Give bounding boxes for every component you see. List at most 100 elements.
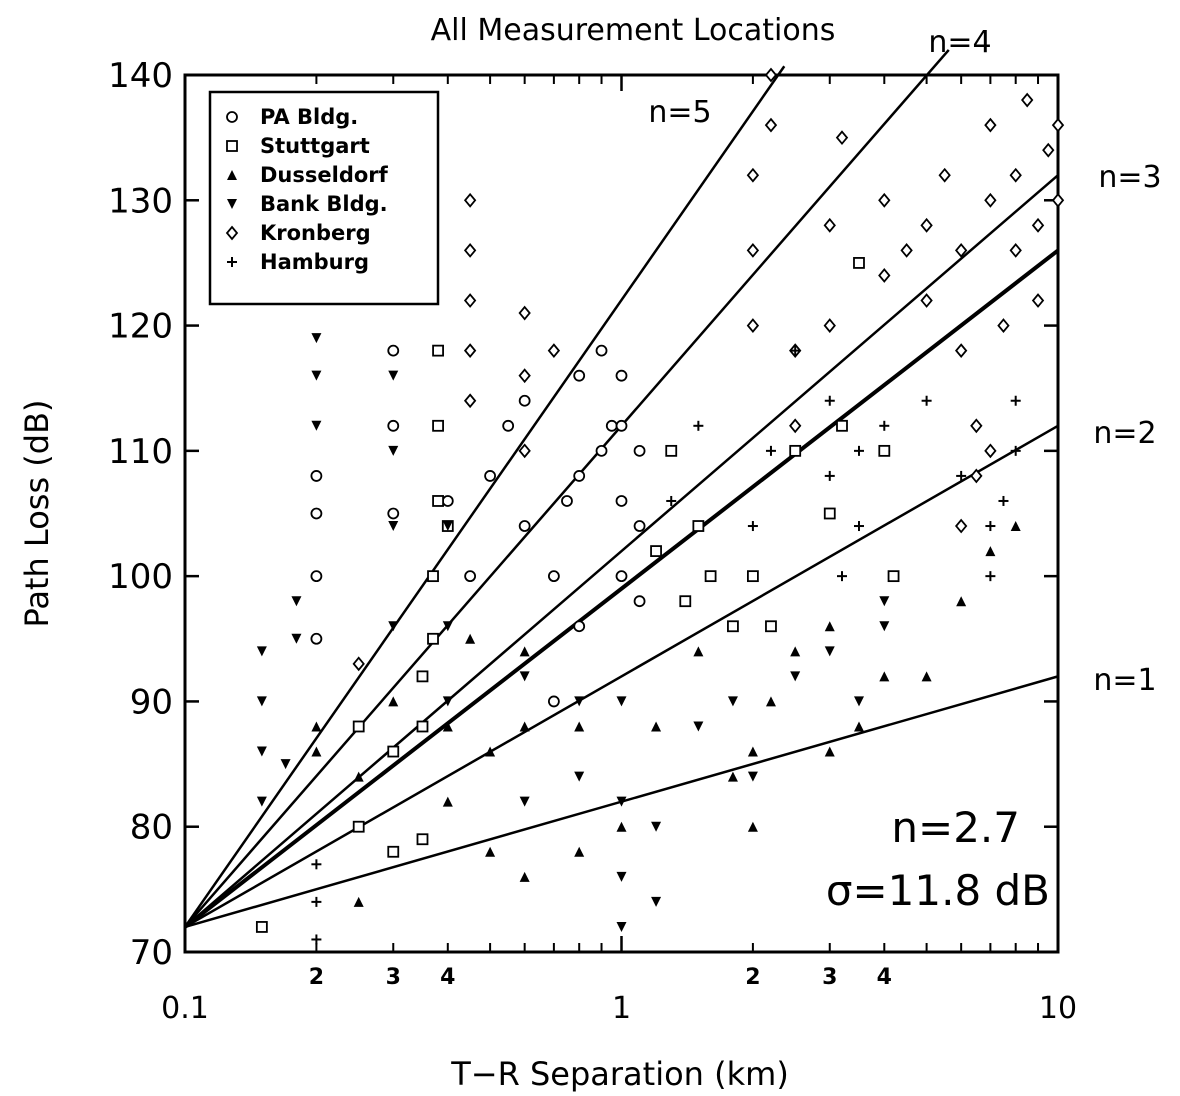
marker-triangle-down [519, 796, 530, 807]
marker-square [416, 833, 429, 846]
reference-line [183, 65, 786, 928]
marker-square [432, 419, 444, 432]
marker-square [352, 820, 365, 833]
marker-diamond [954, 242, 968, 258]
x-minor-tick-label: 4 [877, 965, 892, 990]
x-minor-tick-label: 3 [822, 965, 837, 990]
marker-diamond [789, 418, 802, 434]
marker-triangle-up [353, 771, 364, 782]
marker-plus [985, 521, 996, 532]
marker-square [692, 520, 705, 532]
legend-box [208, 90, 440, 306]
marker-triangle-up [747, 821, 758, 832]
marker-diamond [997, 318, 1010, 333]
series-stuttgart [255, 257, 900, 933]
marker-diamond [463, 242, 477, 258]
x-minor-tick-label: 4 [440, 965, 455, 990]
marker-circle [573, 470, 586, 482]
axes [183, 73, 1060, 954]
marker-square [679, 595, 692, 608]
marker-triangle-down [651, 821, 662, 832]
x-minor-tick-label: 2 [309, 965, 324, 990]
series-dusseldorf [311, 521, 1021, 907]
legend-label: PA Bldg. [260, 105, 358, 129]
reference-line-label: n=4 [928, 25, 991, 60]
marker-circle [226, 111, 238, 123]
marker-diamond [835, 130, 849, 146]
marker-triangle-down [291, 596, 302, 607]
marker-triangle-up [727, 771, 738, 782]
marker-triangle-up [519, 646, 530, 657]
marker-circle [615, 369, 628, 382]
marker-diamond [878, 192, 891, 208]
series-pa-bldg [310, 344, 646, 708]
marker-diamond [878, 268, 891, 283]
marker-triangle-down [519, 671, 530, 682]
marker-circle [310, 507, 323, 520]
y-tick-label: 80 [130, 808, 173, 848]
marker-square [416, 720, 429, 733]
series-hamburg [311, 345, 1021, 945]
data-points [255, 67, 1065, 945]
chart-title: All Measurement Locations [431, 13, 836, 48]
marker-triangle-up [485, 746, 496, 757]
annotation-n: n=2.7 [891, 803, 1020, 852]
marker-triangle-down [388, 521, 399, 532]
marker-triangle-up [485, 846, 496, 857]
x-major-tick-label: 1 [612, 991, 631, 1026]
marker-diamond [746, 318, 760, 333]
y-tick-label: 110 [108, 432, 173, 472]
marker-plus [1010, 395, 1021, 406]
annotation-sigma: σ=11.8 dB [826, 866, 1050, 915]
marker-square [746, 570, 759, 583]
x-minor-tick-label: 2 [745, 965, 760, 990]
marker-diamond [900, 242, 913, 258]
marker-circle [310, 470, 323, 482]
marker-plus [853, 445, 864, 456]
marker-diamond [823, 217, 836, 233]
reference-line [184, 49, 950, 928]
marker-triangle-up [442, 721, 453, 732]
marker-triangle-down [651, 896, 662, 907]
marker-plus [824, 395, 835, 406]
marker-diamond [352, 656, 365, 672]
marker-circle [310, 570, 323, 583]
marker-triangle-down [256, 696, 267, 707]
marker-triangle-up [985, 546, 996, 557]
marker-plus [824, 470, 835, 481]
marker-triangle-down [256, 646, 267, 657]
marker-triangle-up [311, 746, 322, 757]
marker-triangle-up [921, 671, 932, 682]
marker-diamond [1021, 92, 1034, 108]
y-tick-label: 130 [108, 181, 173, 221]
marker-triangle-up [519, 721, 530, 732]
marker-square [727, 620, 739, 633]
marker-triangle-down [747, 771, 758, 782]
marker-triangle-down [879, 621, 890, 632]
marker-plus [693, 420, 704, 431]
marker-square [878, 444, 891, 457]
legend-label: Bank Bldg. [260, 192, 388, 216]
marker-triangle-down [853, 696, 864, 707]
marker-plus [765, 445, 776, 456]
marker-plus [790, 345, 801, 356]
marker-triangle-up [574, 846, 585, 857]
marker-triangle-down [616, 696, 627, 707]
marker-square [836, 419, 848, 432]
marker-diamond [1051, 117, 1065, 133]
marker-diamond [970, 418, 983, 434]
marker-plus [998, 495, 1009, 506]
marker-square [823, 507, 836, 520]
marker-square [665, 444, 678, 457]
marker-square [427, 632, 439, 645]
marker-circle [615, 495, 628, 507]
reference-line-label: n=2 [1093, 416, 1156, 451]
y-axis-label: Path Loss (dB) [18, 399, 56, 627]
marker-triangle-up [574, 721, 585, 732]
marker-triangle-down [574, 696, 585, 707]
marker-square [416, 670, 429, 683]
marker-triangle-down [824, 646, 835, 657]
marker-triangle-down [442, 621, 453, 632]
marker-circle [561, 495, 573, 507]
marker-circle [387, 419, 400, 432]
